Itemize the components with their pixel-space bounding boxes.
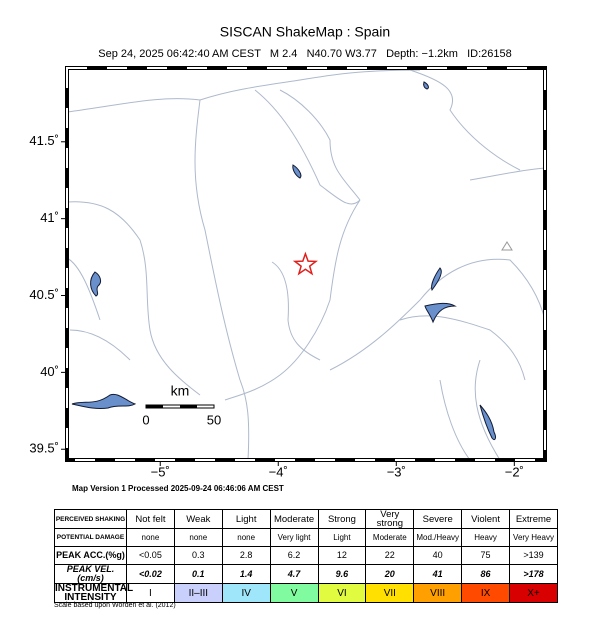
legend-cell: >139 — [509, 546, 558, 565]
scale-bar-seg — [180, 405, 197, 408]
frame-pattern — [66, 67, 546, 461]
scale-note: Scale based upon Worden et al. (2012) — [54, 602, 176, 609]
station — [501, 241, 513, 251]
y-tick-label: 40˚ — [40, 364, 59, 379]
intensity-legend: PERCEIVED SHAKING Not felt Weak Light Modera… — [54, 509, 558, 603]
legend-cell: VII — [365, 583, 415, 603]
legend-cell: Heavy — [461, 528, 510, 547]
x-tick-label: −5˚ — [151, 464, 170, 479]
legend-body: PERCEIVED SHAKING Not felt Weak Light Modera… — [54, 509, 558, 603]
legend-cell: Severe — [413, 509, 463, 529]
legend-cell: 41 — [413, 564, 463, 584]
legend-cell: Strong — [317, 509, 367, 529]
legend-cell: <0.02 — [126, 564, 175, 584]
legend-cell: none — [221, 528, 271, 547]
title: SISCAN ShakeMap : Spain — [220, 24, 390, 40]
legend-row: PEAK VEL.(cm/s) <0.02 0.1 1.4 4.7 9.6 20 41 86 >1… — [54, 564, 558, 584]
processing-note: Map Version 1 Processed 2025-09-24 06:46… — [72, 484, 284, 493]
x-tick-label: −4˚ — [269, 464, 288, 479]
legend-cell: Not felt — [126, 509, 175, 529]
legend-row: POTENTIAL DAMAGE none none none Very light Li… — [54, 528, 558, 547]
legend-cell: 1.4 — [221, 564, 271, 584]
legend-cell: VIII — [413, 583, 463, 603]
y-tick-label: 39.5˚ — [29, 441, 59, 456]
legend-cell: >178 — [509, 564, 558, 584]
row-label: PERCEIVED SHAKING — [54, 509, 127, 529]
legend-cell: Very strong — [365, 509, 415, 529]
legend-cell: VI — [317, 583, 367, 603]
subtitle: Sep 24, 2025 06:42:40 AM CEST M 2.4 N40.… — [98, 48, 511, 60]
y-tick-label: 41˚ — [40, 210, 59, 225]
legend-row: INSTRUMENTAL INTENSITY I II–III IV V VI VII VII… — [54, 583, 558, 603]
legend-cell: IX — [461, 583, 510, 603]
legend-cell: Weak — [173, 509, 223, 529]
legend-cell: 86 — [461, 564, 510, 584]
scale-bar-seg — [146, 405, 163, 408]
map-frame — [65, 66, 547, 462]
legend-cell: I — [126, 583, 175, 603]
legend-cell: 75 — [461, 546, 510, 565]
scale-label: 0 — [142, 412, 149, 427]
row-label: POTENTIAL DAMAGE — [54, 528, 127, 547]
legend-row: PERCEIVED SHAKING Not felt Weak Light Modera… — [54, 509, 558, 529]
legend-row: PEAK ACC.(%g) <0.05 0.3 2.8 6.2 12 22 40 75 >139 — [54, 546, 558, 565]
scale-unit: km — [171, 383, 190, 399]
legend-cell: Light — [221, 509, 271, 529]
legend-cell: 12 — [317, 546, 367, 565]
legend-cell: Very Heavy — [509, 528, 558, 547]
legend-cell: 0.3 — [173, 546, 223, 565]
legend-cell: Very light — [269, 528, 319, 547]
legend-cell: none — [173, 528, 223, 547]
row-label: PEAK VEL.(cm/s) — [54, 564, 127, 584]
legend-cell: Moderate — [269, 509, 319, 529]
legend-cell: Light — [317, 528, 367, 547]
x-tick-label: −3˚ — [387, 464, 406, 479]
legend-cell: X+ — [509, 583, 558, 603]
x-tick-label: −2˚ — [505, 464, 524, 479]
frame-border — [65, 66, 547, 462]
legend-cell: none — [126, 528, 175, 547]
legend-cell: V — [269, 583, 319, 603]
legend-cell: 2.8 — [221, 546, 271, 565]
legend-cell: Extreme — [509, 509, 558, 529]
legend-cell: IV — [221, 583, 271, 603]
legend-cell: 0.1 — [173, 564, 223, 584]
row-label: INSTRUMENTAL INTENSITY — [54, 583, 134, 603]
legend-cell: 9.6 — [317, 564, 367, 584]
legend-cell: Moderate — [365, 528, 415, 547]
legend-cell: <0.05 — [126, 546, 175, 565]
lakes — [71, 81, 496, 441]
legend-cell: Mod./Heavy — [413, 528, 463, 547]
legend-cell: 20 — [365, 564, 415, 584]
legend-cell: 22 — [365, 546, 415, 565]
legend-cell: 40 — [413, 546, 463, 565]
y-tick-label: 41.5˚ — [29, 133, 59, 148]
legend-cell: 4.7 — [269, 564, 319, 584]
row-label: PEAK ACC.(%g) — [54, 546, 127, 565]
y-tick-label: 40.5˚ — [29, 287, 59, 302]
scale-bar: km 0 50 — [142, 383, 221, 428]
legend-cell: 6.2 — [269, 546, 319, 565]
legend-cell: Violent — [461, 509, 510, 529]
epicenter — [292, 251, 318, 276]
scale-label: 50 — [207, 412, 221, 427]
legend-cell: II–III — [173, 583, 223, 603]
rivers — [66, 69, 546, 461]
